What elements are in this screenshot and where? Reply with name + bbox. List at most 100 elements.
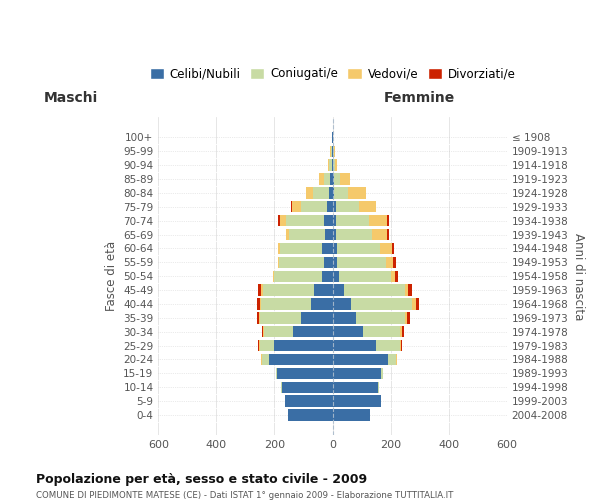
Bar [260, 340, 274, 351]
Bar [274, 340, 332, 351]
Bar [334, 174, 340, 184]
Bar [265, 326, 293, 338]
Text: Femmine: Femmine [384, 90, 455, 104]
Bar [324, 215, 332, 226]
Bar [333, 160, 335, 171]
Bar [386, 256, 392, 268]
Bar [337, 256, 386, 268]
Bar [334, 146, 335, 157]
Bar [340, 174, 350, 184]
Bar [332, 354, 388, 365]
Bar [269, 354, 332, 365]
Bar [257, 298, 260, 310]
Bar [277, 368, 332, 379]
Bar [313, 187, 329, 198]
Bar [259, 340, 260, 351]
Bar [329, 187, 332, 198]
Bar [335, 160, 337, 171]
Bar [344, 284, 404, 296]
Bar [404, 284, 408, 296]
Bar [273, 270, 274, 282]
Bar [336, 229, 373, 240]
Bar [332, 229, 336, 240]
Bar [337, 242, 380, 254]
Bar [278, 242, 280, 254]
Bar [263, 284, 314, 296]
Bar [282, 382, 332, 393]
Bar [332, 256, 337, 268]
Bar [412, 298, 416, 310]
Bar [332, 410, 370, 420]
Bar [332, 340, 376, 351]
Bar [262, 326, 263, 338]
Bar [363, 326, 400, 338]
Bar [274, 270, 322, 282]
Bar [325, 174, 330, 184]
Bar [286, 215, 324, 226]
Bar [401, 340, 402, 351]
Bar [370, 215, 388, 226]
Bar [322, 270, 332, 282]
Bar [286, 229, 289, 240]
Bar [332, 298, 352, 310]
Legend: Celibi/Nubili, Coniugati/e, Vedovi/e, Divorziati/e: Celibi/Nubili, Coniugati/e, Vedovi/e, Di… [145, 63, 520, 85]
Bar [332, 174, 334, 184]
Bar [332, 242, 337, 254]
Bar [356, 312, 405, 324]
Bar [260, 312, 301, 324]
Bar [387, 229, 389, 240]
Bar [333, 146, 334, 157]
Bar [291, 201, 292, 212]
Bar [359, 201, 376, 212]
Bar [319, 174, 325, 184]
Bar [332, 270, 339, 282]
Bar [289, 229, 325, 240]
Bar [388, 354, 396, 365]
Bar [280, 215, 286, 226]
Bar [332, 187, 334, 198]
Bar [332, 284, 344, 296]
Bar [280, 242, 322, 254]
Bar [396, 354, 397, 365]
Bar [263, 326, 265, 338]
Bar [262, 354, 269, 365]
Bar [301, 201, 328, 212]
Bar [293, 326, 332, 338]
Bar [314, 284, 332, 296]
Bar [331, 146, 332, 157]
Bar [292, 201, 301, 212]
Bar [260, 354, 262, 365]
Y-axis label: Fasce di età: Fasce di età [105, 241, 118, 312]
Bar [330, 174, 332, 184]
Bar [392, 242, 394, 254]
Bar [330, 146, 331, 157]
Bar [260, 298, 262, 310]
Bar [352, 298, 412, 310]
Bar [407, 312, 410, 324]
Bar [339, 270, 391, 282]
Bar [257, 312, 259, 324]
Bar [258, 284, 261, 296]
Bar [373, 229, 387, 240]
Bar [400, 340, 401, 351]
Bar [325, 256, 332, 268]
Bar [380, 242, 392, 254]
Text: COMUNE DI PIEDIMONTE MATESE (CE) - Dati ISTAT 1° gennaio 2009 - Elaborazione TUT: COMUNE DI PIEDIMONTE MATESE (CE) - Dati … [36, 491, 454, 500]
Bar [334, 187, 348, 198]
Bar [258, 340, 259, 351]
Bar [332, 368, 382, 379]
Bar [259, 312, 260, 324]
Bar [280, 256, 325, 268]
Bar [278, 256, 280, 268]
Bar [405, 312, 407, 324]
Bar [328, 160, 329, 171]
Y-axis label: Anni di nascita: Anni di nascita [572, 232, 585, 320]
Bar [261, 284, 263, 296]
Bar [408, 284, 412, 296]
Bar [332, 201, 336, 212]
Bar [382, 368, 383, 379]
Bar [322, 242, 332, 254]
Text: Popolazione per età, sesso e stato civile - 2009: Popolazione per età, sesso e stato civil… [36, 472, 367, 486]
Bar [332, 312, 356, 324]
Bar [284, 396, 332, 407]
